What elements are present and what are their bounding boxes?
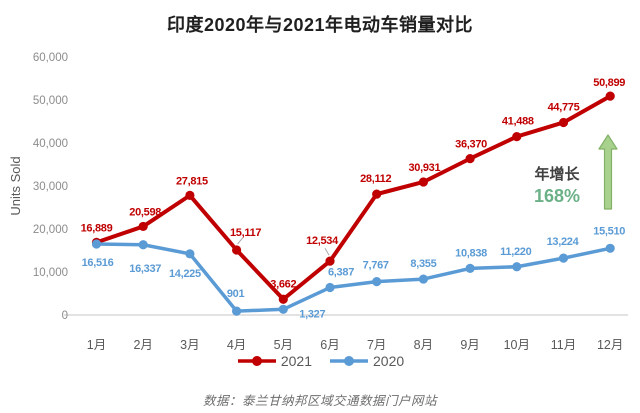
data-point-2020 [138, 240, 148, 250]
label-leader-line [237, 237, 243, 245]
x-tick-label: 3月 [180, 338, 199, 352]
legend-label-2020: 2020 [373, 353, 405, 369]
data-point-2021 [232, 245, 242, 255]
x-tick-label: 2月 [133, 338, 152, 352]
data-label-2020: 6,387 [328, 267, 354, 279]
data-label-2021: 41,488 [502, 116, 534, 128]
legend: 2021 2020 [0, 353, 640, 369]
growth-arrow-icon [598, 134, 618, 210]
data-label-2021: 12,534 [306, 235, 339, 247]
data-label-2020: 10,838 [455, 247, 487, 259]
data-point-2020 [325, 282, 335, 293]
data-label-2020: 16,337 [129, 263, 161, 275]
x-tick-label: 1月 [87, 338, 106, 352]
y-tick-label: 50,000 [33, 95, 68, 107]
data-point-2020 [91, 239, 102, 249]
data-label-2021: 44,775 [548, 101, 580, 113]
data-point-2021 [465, 154, 475, 164]
y-tick-label: 60,000 [33, 52, 68, 64]
data-point-2021 [418, 177, 428, 187]
x-tick-label: 11月 [551, 338, 576, 352]
chart-title: 印度2020年与2021年电动车销量对比 [166, 15, 474, 35]
y-tick-label: 30,000 [33, 181, 68, 193]
data-label-2020: 1,327 [299, 308, 325, 320]
data-point-2021 [278, 294, 288, 304]
data-label-2021: 20,598 [129, 206, 161, 218]
x-tick-label: 10月 [504, 338, 530, 352]
growth-annotation-label: 年增长 [534, 166, 580, 183]
data-point-2020 [418, 274, 428, 284]
y-axis-title: Units Sold [8, 156, 23, 215]
y-tick-label: 10,000 [33, 267, 68, 279]
data-point-2021 [558, 117, 569, 128]
data-point-2020 [558, 253, 569, 263]
data-label-2020: 11,220 [500, 246, 531, 258]
data-point-2020 [185, 249, 195, 259]
data-label-2020: 15,510 [593, 225, 625, 237]
data-point-2020 [512, 262, 522, 272]
data-label-2020: 901 [227, 288, 245, 300]
x-tick-label: 5月 [274, 338, 293, 352]
data-label-2020: 7,767 [363, 260, 389, 272]
data-label-2021: 15,117 [230, 227, 261, 239]
series-line-2021 [94, 94, 613, 302]
legend-marker-icon [330, 356, 368, 366]
data-label-2021: 16,889 [81, 222, 113, 234]
y-tick-label: 0 [62, 310, 68, 322]
x-tick-label: 8月 [414, 338, 433, 352]
data-label-2020: 14,225 [169, 268, 201, 280]
data-point-2020 [605, 243, 615, 253]
data-point-2021 [605, 91, 615, 101]
data-label-2021: 27,815 [176, 175, 208, 187]
x-tick-label: 6月 [320, 338, 339, 352]
data-point-2020 [465, 263, 475, 273]
data-label-2021: 36,370 [455, 139, 487, 151]
data-point-2020 [232, 306, 242, 316]
data-point-2021 [138, 221, 148, 232]
data-point-2020 [278, 304, 288, 314]
data-label-2021: 28,112 [360, 173, 391, 185]
legend-marker-icon [237, 356, 276, 366]
data-label-2020: 8,355 [410, 258, 436, 270]
data-label-2021: 30,931 [408, 162, 440, 174]
label-leader-line [324, 247, 330, 256]
x-tick-label: 12月 [597, 338, 623, 352]
series-line-2020 [94, 242, 612, 313]
data-point-2021 [185, 190, 195, 200]
data-point-2021 [512, 132, 522, 142]
legend-item-2021: 2021 [236, 353, 312, 369]
data-source-note: 数据：泰兰甘纳邦区域交通数据门户网站 [202, 394, 437, 408]
legend-label-2021: 2021 [280, 353, 312, 369]
line-chart: 0 10,000 20,000 30,000 40,000 50,000 60,000 Uni… [8, 52, 628, 352]
growth-annotation-value: 168% [533, 185, 581, 206]
y-tick-label: 20,000 [33, 224, 68, 236]
growth-annotation: 年增长 168% [524, 166, 590, 207]
data-point-2021 [372, 189, 382, 199]
legend-item-2020: 2020 [328, 353, 404, 369]
data-label-2020: 13,224 [547, 236, 580, 248]
data-label-2021: 3,662 [270, 278, 296, 290]
x-tick-label: 4月 [227, 338, 246, 352]
data-point-2020 [372, 277, 382, 287]
x-tick-label: 7月 [367, 338, 386, 352]
data-label-2021: 50,899 [593, 77, 625, 89]
y-tick-label: 40,000 [33, 138, 68, 150]
x-tick-label: 9月 [460, 338, 479, 352]
data-label-2020: 16,516 [82, 257, 114, 269]
data-point-2021 [325, 256, 335, 266]
